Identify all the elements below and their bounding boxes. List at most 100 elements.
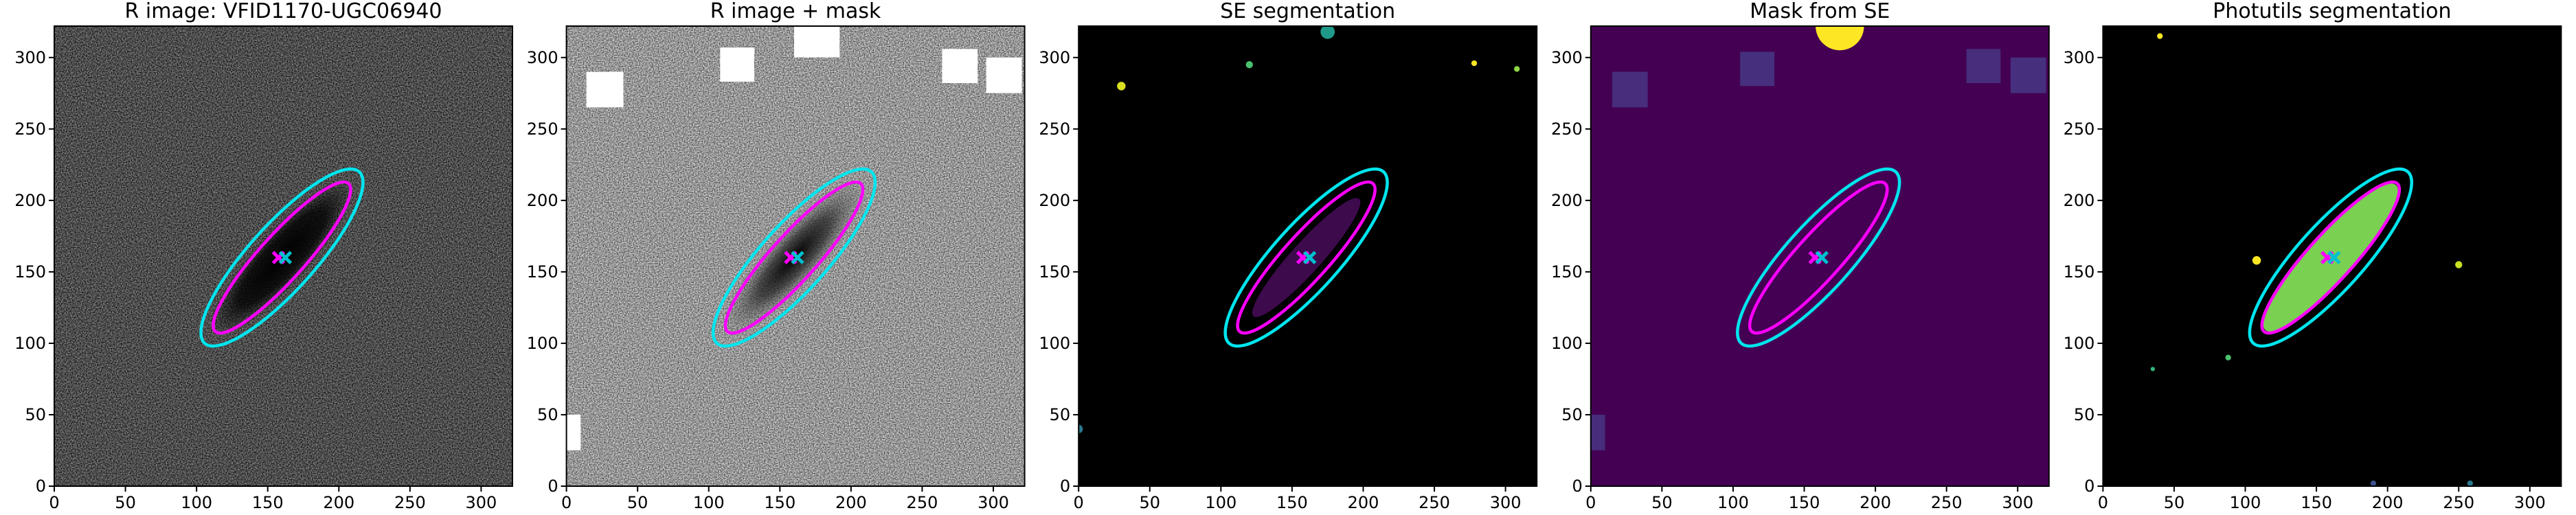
panel-title: R image + mask: [710, 0, 881, 23]
panel: SE segmentation 0 50 100 150 200 250 300 0 50 100 1…: [1039, 0, 1538, 512]
outer-ellipse: [2248, 167, 2414, 348]
mask-region: [1590, 414, 1605, 450]
axes-frame: [1590, 25, 2050, 487]
mask-region: [2010, 57, 2046, 93]
source: [1078, 424, 1083, 433]
image: [2103, 26, 2562, 486]
center-marker: [278, 251, 293, 264]
outer-ellipse: [1736, 167, 1901, 348]
panel-title: R image: VFID1170-UGC06940: [125, 0, 442, 23]
y-tick-label: 0: [2084, 477, 2094, 496]
panel-title: SE segmentation: [1220, 0, 1395, 23]
source: [1320, 26, 1335, 39]
inner-ellipse: [723, 180, 865, 335]
x-tick-label: 100: [181, 493, 212, 512]
source: [1245, 61, 1253, 69]
x-tick-label: 200: [1860, 493, 1891, 512]
y-tick-label: 100: [2064, 334, 2095, 353]
y-tick-label: 300: [527, 48, 558, 67]
outer-ellipse: [1223, 167, 1389, 348]
x-tick-label: 300: [978, 493, 1009, 512]
mask-region: [1966, 49, 2001, 84]
panel-title: Mask from SE: [1750, 0, 1890, 23]
x-tick-label: 50: [1651, 493, 1673, 512]
x-tick-label: 100: [693, 493, 725, 512]
y-tick-label: 50: [1561, 405, 1583, 424]
source: [2150, 367, 2156, 371]
x-tick-label: 200: [2372, 493, 2404, 512]
y-tick-label: 200: [527, 191, 558, 210]
y-tick-label: 250: [1551, 119, 1583, 139]
panel: Photutils segmentation 0 50 100 150 200 250 300…: [2064, 0, 2562, 512]
y-tick-label: 250: [1039, 119, 1070, 139]
mask-region: [986, 57, 1022, 93]
y-tick-label: 100: [1039, 334, 1070, 353]
y-tick-label: 50: [537, 405, 558, 424]
x-tick-label: 50: [115, 493, 136, 512]
y-tick-label: 200: [2064, 191, 2095, 210]
source: [2467, 480, 2473, 486]
y-tick-label: 100: [527, 334, 558, 353]
galaxy: [210, 179, 354, 336]
y-tick-label: 250: [2064, 119, 2095, 139]
x-tick-label: 100: [1205, 493, 1236, 512]
image: [566, 26, 1025, 486]
x-tick-label: 0: [1074, 493, 1084, 512]
y-tick-label: 150: [14, 262, 46, 282]
source: [2370, 480, 2377, 486]
image: [1078, 26, 1537, 486]
y-tick-label: 200: [14, 191, 46, 210]
x-tick-label: 50: [1139, 493, 1160, 512]
x-tick-label: 0: [49, 493, 59, 512]
source: [1514, 66, 1520, 72]
y-tick-label: 200: [1039, 191, 1070, 210]
x-tick-label: 200: [1348, 493, 1379, 512]
source: [1117, 82, 1126, 91]
x-tick-label: 250: [907, 493, 938, 512]
center-marker: [1815, 251, 1829, 264]
y-tick-label: 100: [1551, 334, 1583, 353]
y-tick-label: 50: [25, 405, 46, 424]
y-tick-label: 50: [1050, 405, 1071, 424]
x-tick-label: 300: [2514, 493, 2546, 512]
x-tick-label: 100: [1717, 493, 1749, 512]
x-tick-label: 150: [2301, 493, 2332, 512]
source: [1471, 60, 1478, 67]
y-tick-label: 0: [1060, 477, 1070, 496]
y-tick-label: 0: [1572, 477, 1583, 496]
y-tick-label: 300: [14, 48, 46, 67]
y-tick-label: 300: [1039, 48, 1070, 67]
x-tick-label: 150: [764, 493, 795, 512]
y-tick-label: 150: [2064, 262, 2095, 282]
panel: R image: VFID1170-UGC06940 0 50 100 150 200 25…: [14, 0, 513, 512]
x-tick-label: 200: [835, 493, 867, 512]
outer-ellipse: [711, 167, 877, 348]
x-tick-label: 250: [1419, 493, 1450, 512]
mask-region: [720, 47, 755, 82]
x-tick-label: 300: [1490, 493, 1522, 512]
axes-frame: [565, 25, 1026, 487]
inner-ellipse: [2260, 180, 2402, 335]
galaxy: [722, 179, 866, 336]
mask-region: [586, 71, 624, 108]
inner-ellipse: [212, 180, 352, 335]
y-tick-label: 0: [36, 477, 46, 496]
mask-region: [1612, 71, 1648, 108]
image: [1590, 26, 2049, 486]
axes-frame: [1078, 25, 1538, 487]
y-tick-label: 50: [2074, 405, 2095, 424]
source: [2455, 261, 2463, 268]
y-tick-label: 150: [527, 262, 558, 282]
x-tick-label: 150: [1276, 493, 1308, 512]
center-marker: [1302, 251, 1317, 264]
axes-frame: [2102, 25, 2562, 487]
x-tick-label: 100: [2230, 493, 2261, 512]
mask-region: [566, 414, 581, 450]
mask-region: [942, 49, 978, 84]
inner-ellipse: [1236, 180, 1377, 335]
panel: Mask from SE 0 50 100 150 200 250 300 0 50 100 150 2…: [1551, 0, 2050, 512]
x-tick-label: 50: [2164, 493, 2185, 512]
source: [2157, 33, 2163, 39]
segment-blob: [2263, 183, 2399, 332]
